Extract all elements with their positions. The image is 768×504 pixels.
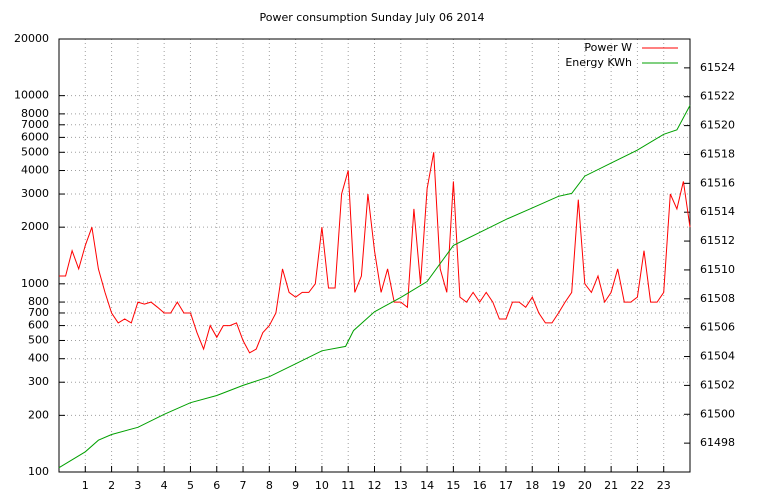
y2-tick-label: 61500 xyxy=(700,407,735,420)
x-tick-label: 17 xyxy=(499,479,513,492)
chart-title: Power consumption Sunday July 06 2014 xyxy=(260,11,485,24)
x-tick-label: 5 xyxy=(187,479,194,492)
x-tick-label: 4 xyxy=(161,479,168,492)
y2-tick-label: 61522 xyxy=(700,90,735,103)
y-tick-label: 600 xyxy=(28,319,49,332)
x-tick-label: 16 xyxy=(473,479,487,492)
y-tick-label: 6000 xyxy=(21,130,49,143)
x-tick-label: 23 xyxy=(657,479,671,492)
series-line xyxy=(58,105,691,469)
y2-tick-label: 61510 xyxy=(700,263,735,276)
y-tick-label: 200 xyxy=(28,408,49,421)
x-tick-label: 9 xyxy=(292,479,299,492)
legend-label: Energy KWh xyxy=(565,56,632,69)
x-tick-label: 13 xyxy=(394,479,408,492)
y-tick-label: 5000 xyxy=(21,145,49,158)
x-tick-label: 7 xyxy=(240,479,247,492)
y2-tick-label: 61516 xyxy=(700,176,735,189)
y-tick-label: 1000 xyxy=(21,277,49,290)
y-tick-label: 20000 xyxy=(14,32,49,45)
x-tick-label: 2 xyxy=(108,479,115,492)
y-tick-label: 500 xyxy=(28,333,49,346)
series-line xyxy=(59,152,691,354)
x-tick-label: 10 xyxy=(315,479,329,492)
y2-tick-label: 61520 xyxy=(700,119,735,132)
x-tick-label: 8 xyxy=(266,479,273,492)
x-tick-label: 22 xyxy=(630,479,644,492)
y2-tick-label: 61512 xyxy=(700,234,735,247)
y-tick-label: 8000 xyxy=(21,107,49,120)
y-tick-label: 300 xyxy=(28,375,49,388)
x-tick-label: 15 xyxy=(446,479,460,492)
y-tick-label: 400 xyxy=(28,352,49,365)
x-tick-label: 11 xyxy=(341,479,355,492)
y2-tick-label: 61514 xyxy=(700,205,735,218)
y2-tick-label: 61508 xyxy=(700,292,735,305)
y-tick-label: 800 xyxy=(28,295,49,308)
x-tick-label: 20 xyxy=(578,479,592,492)
x-tick-label: 6 xyxy=(213,479,220,492)
y2-tick-label: 61498 xyxy=(700,436,735,449)
x-tick-label: 19 xyxy=(552,479,566,492)
x-tick-label: 12 xyxy=(368,479,382,492)
y2-tick-label: 61506 xyxy=(700,321,735,334)
y-tick-label: 100 xyxy=(28,465,49,478)
x-tick-label: 14 xyxy=(420,479,434,492)
y2-tick-label: 61502 xyxy=(700,378,735,391)
x-tick-label: 21 xyxy=(604,479,618,492)
y-tick-label: 700 xyxy=(28,306,49,319)
y2-tick-label: 61524 xyxy=(700,61,735,74)
y-tick-label: 4000 xyxy=(21,164,49,177)
x-tick-label: 18 xyxy=(525,479,539,492)
plot-frame xyxy=(58,38,691,473)
y2-tick-label: 61518 xyxy=(700,147,735,160)
y-tick-label: 2000 xyxy=(21,220,49,233)
y-tick-label: 7000 xyxy=(21,118,49,131)
y-tick-label: 10000 xyxy=(14,89,49,102)
x-tick-label: 3 xyxy=(134,479,141,492)
x-tick-label: 1 xyxy=(82,479,89,492)
y-tick-label: 3000 xyxy=(21,187,49,200)
y2-tick-label: 61504 xyxy=(700,350,735,363)
legend-label: Power W xyxy=(584,41,632,54)
